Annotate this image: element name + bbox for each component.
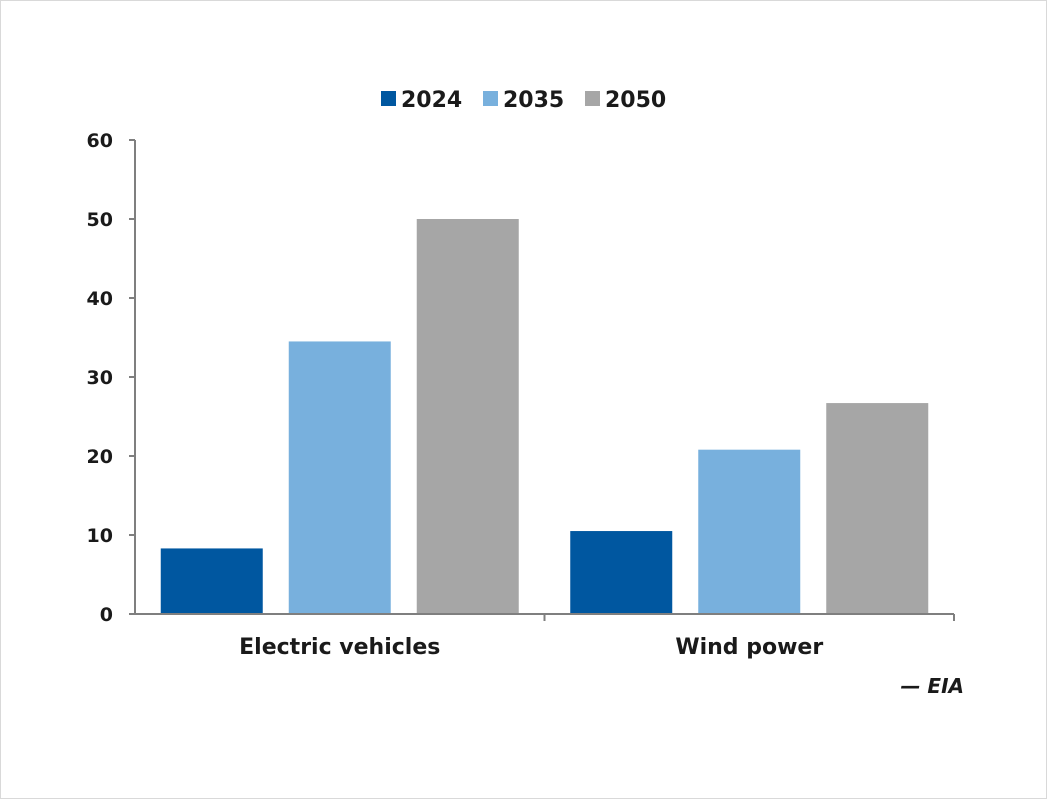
- y-ticks: 0 10 20 30 40 50 60: [87, 130, 135, 626]
- y-tick-label: 50: [87, 209, 113, 231]
- source-label: — EIA: [900, 674, 964, 698]
- y-tick-label: 30: [87, 367, 113, 389]
- category-labels: Electric vehicles Wind power: [239, 635, 823, 660]
- x-category-label: Electric vehicles: [239, 635, 440, 660]
- legend-swatch: [483, 91, 498, 106]
- x-category-label: Wind power: [675, 635, 823, 660]
- legend-label: 2024: [401, 88, 462, 113]
- legend-label: 2035: [503, 88, 564, 113]
- y-tick-label: 40: [87, 288, 113, 310]
- y-tick-label: 20: [87, 446, 113, 468]
- y-tick-label: 0: [100, 604, 113, 626]
- bar: [160, 548, 263, 614]
- bar: [570, 531, 673, 614]
- bar: [826, 403, 929, 614]
- bars: [160, 219, 929, 614]
- legend-swatch: [585, 91, 600, 106]
- y-tick-label: 10: [87, 525, 113, 547]
- bar: [416, 219, 519, 614]
- y-tick-label: 60: [87, 130, 113, 152]
- legend: 2024 2035 2050: [381, 88, 666, 113]
- legend-label: 2050: [605, 88, 666, 113]
- bar: [288, 341, 391, 614]
- legend-swatch: [381, 91, 396, 106]
- bar: [698, 449, 801, 614]
